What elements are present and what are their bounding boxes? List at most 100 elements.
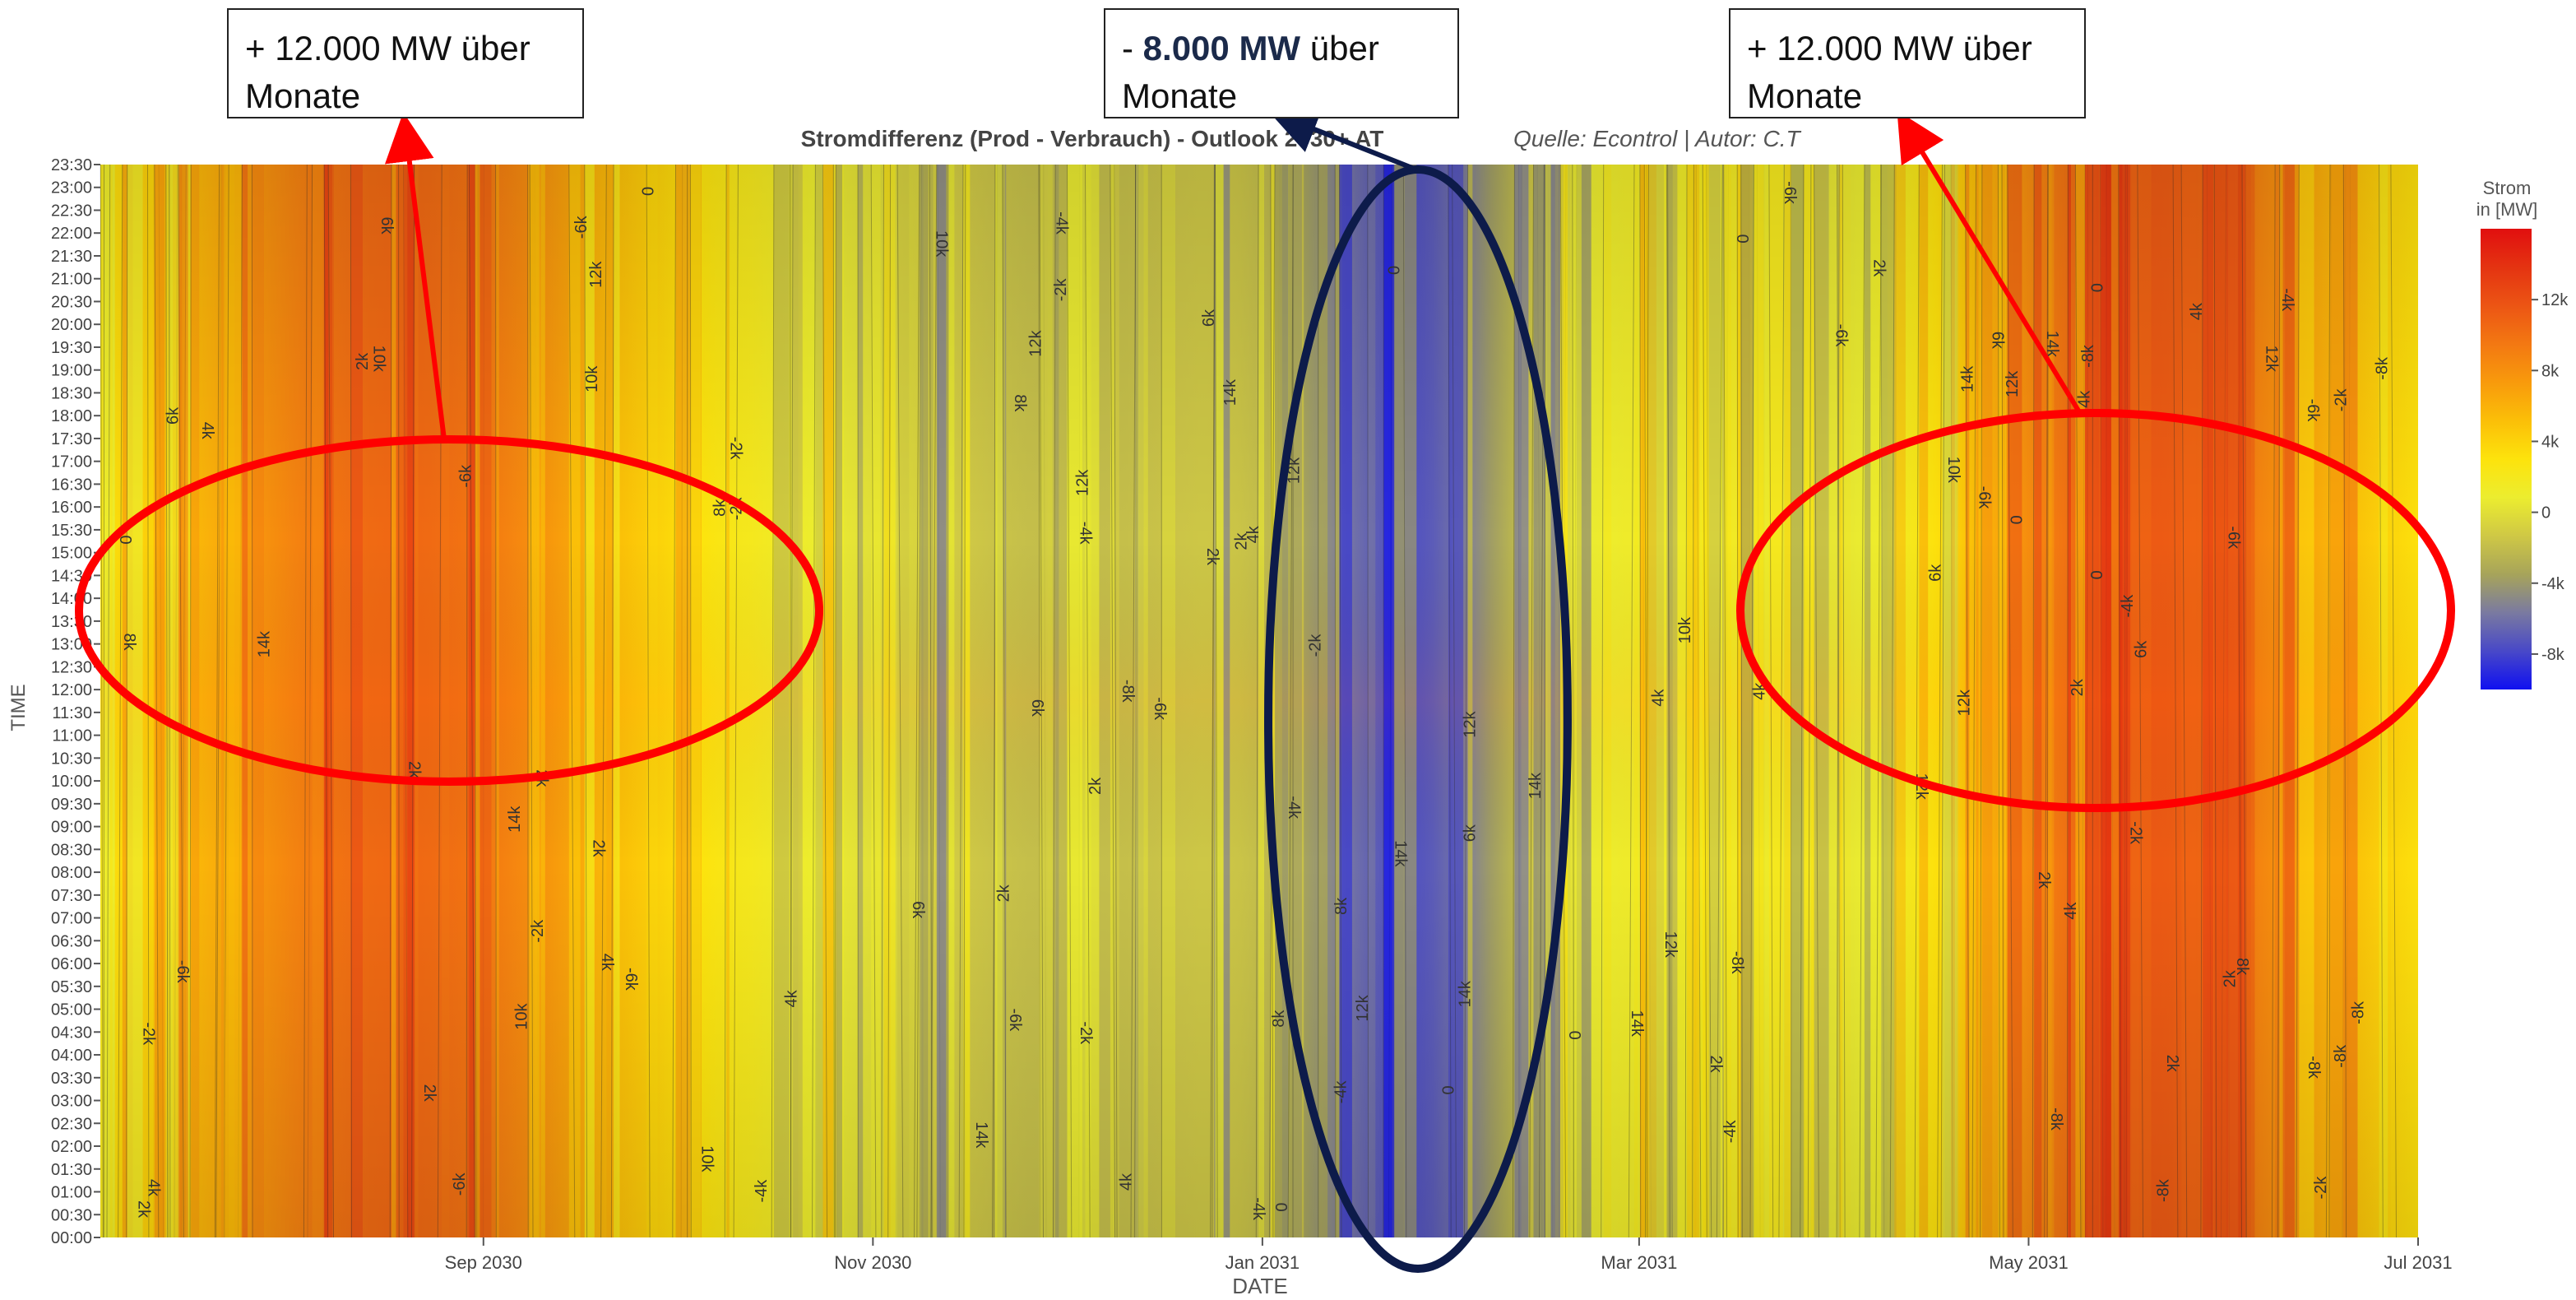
y-tick-label: 07:00	[51, 910, 92, 928]
contour-label: 4k	[144, 1179, 162, 1197]
contour-label: -8k	[2155, 1178, 2173, 1202]
contour-label: -4k	[2278, 288, 2296, 312]
contour-label: -8k	[2332, 1044, 2350, 1068]
contour-label: 6k	[2132, 640, 2150, 658]
contour-label: 2k	[2069, 678, 2087, 696]
contour-label: -8k	[2079, 344, 2097, 368]
contour-label: 12k	[1027, 330, 1045, 357]
colorbar-tick-label: 0	[2541, 504, 2551, 522]
y-tick-label: 20:30	[51, 293, 92, 311]
contour-label: 6k	[1988, 332, 2006, 350]
colorbar-bar	[2481, 229, 2532, 689]
contour-label: 0	[1439, 1085, 1457, 1094]
contour-label: -6k	[622, 968, 640, 991]
contour-label: -6k	[2225, 526, 2243, 550]
contour-label: -6k	[1151, 697, 1169, 721]
contour-label: 10k	[1676, 616, 1694, 643]
x-tick-label: May 2031	[1989, 1252, 2069, 1273]
contour-label: -4k	[1077, 522, 1095, 546]
arrow-summer-2031	[1897, 110, 2083, 416]
arrow-summer-2030	[384, 112, 447, 440]
y-tick-label: 21:30	[51, 248, 92, 266]
y-tick-label: 12:30	[51, 658, 92, 676]
highlight-layer	[75, 106, 2455, 1273]
contour-label: 12k	[1462, 710, 1480, 737]
highlight-ellipse-winter-2031	[1264, 165, 1572, 1273]
annotation-box-summer-2030: + 12.000 MW über Monate	[227, 8, 584, 118]
annotation-box-winter-2031: - 8.000 MW über Monate	[1104, 8, 1459, 118]
annotation-box-summer-2030-line1: + 12.000 MW über	[245, 29, 530, 67]
contour-label: -4k	[753, 1179, 771, 1203]
contour-label: 2k	[420, 1084, 438, 1103]
contour-label: 14k	[972, 1121, 990, 1149]
contour-label: 6k	[378, 217, 396, 235]
contour-label: 0	[116, 536, 134, 545]
contour-label: -8k	[2373, 356, 2391, 380]
y-tick-label: 04:30	[51, 1024, 92, 1042]
y-tick-label: 18:30	[51, 384, 92, 402]
contour-label: 2k	[2035, 871, 2053, 889]
contour-label: 2k	[135, 1200, 153, 1219]
contour-label: 14k	[1391, 840, 1409, 867]
annotation-box-winter-2031-suffix: über	[1309, 29, 1379, 67]
colorbar-title-line2: in [MW]	[2476, 199, 2538, 220]
contour-label: -4k	[2119, 594, 2137, 618]
contour-label: -6k	[1832, 324, 1850, 348]
colorbar-tick-label: -8k	[2541, 646, 2565, 664]
y-tick-label: 11:30	[52, 704, 92, 722]
contour-label: 4k	[782, 989, 800, 1007]
contour-label: 0	[1273, 1203, 1291, 1212]
daytime-overlay	[100, 165, 2418, 1237]
contour-label: 14k	[1628, 1010, 1646, 1038]
y-tick-label: 00:30	[51, 1206, 92, 1224]
plot-area: -6k 2k 4k -4k 0 -8k 0 12k -2k 14k 2k -6k 2k -8k 0 -6k 4k…	[100, 164, 2418, 1238]
contour-label: 6k	[1200, 309, 1218, 327]
contour-label: -2k	[727, 437, 745, 461]
contour-label: 8k	[1332, 897, 1351, 915]
y-tick-label: 00:00	[51, 1229, 92, 1247]
annotation-box-winter-2031-line2: Monate	[1122, 77, 1238, 115]
annotation-box-winter-2031-prefix: -	[1122, 29, 1133, 67]
contour-label: -2k	[529, 919, 547, 943]
y-tick-label: 05:30	[51, 978, 92, 996]
colorbar-tick-label: 4k	[2541, 433, 2560, 451]
contour-label: -2k	[2312, 1176, 2330, 1200]
y-tick-label: 19:00	[51, 362, 92, 380]
y-axis: 00:00 00:30 01:00 01:30 02:00 02:30 03:00 03:30…	[51, 156, 100, 1247]
y-tick-label: 23:00	[51, 179, 92, 197]
highlight-ellipse-summer-2030	[75, 435, 823, 786]
contour-label: -4k	[1285, 796, 1303, 819]
annotation-box-summer-2030-line2: Monate	[245, 77, 361, 115]
contour-label: -6k	[457, 464, 475, 488]
y-tick-label: 16:00	[51, 499, 92, 517]
y-tick-label: 06:30	[51, 932, 92, 950]
annotation-box-winter-2031-value: 8.000 MW	[1142, 29, 1301, 67]
contour-label: 4k	[2076, 390, 2094, 408]
y-tick-label: 11:00	[52, 727, 92, 745]
x-axis-label: DATE	[1232, 1274, 1287, 1298]
y-tick-label: 06:00	[51, 955, 92, 973]
contour-label: 4k	[1118, 1172, 1136, 1191]
y-tick-label: 05:00	[51, 1001, 92, 1019]
contour-label: 2k	[1086, 777, 1105, 795]
contour-label: 2k	[995, 884, 1013, 902]
contour-label: 4k	[198, 422, 216, 440]
contour-label: -8k	[1119, 680, 1137, 703]
contour-label: -8k	[2305, 1056, 2323, 1079]
contour-label: 0	[638, 187, 656, 196]
contour-label: 2k	[1869, 259, 1888, 277]
contour-label: -6k	[2304, 399, 2322, 423]
contour-label: 10k	[933, 230, 951, 258]
contour-label: 12k	[1661, 931, 1679, 959]
contour-label: 12k	[1074, 469, 1092, 496]
contour-label: 12k	[1956, 689, 1974, 716]
contour-label: 4k	[2062, 902, 2080, 920]
contour-label: 6k	[1926, 564, 1944, 582]
annotation-box-summer-2031-line1: + 12.000 MW über	[1747, 29, 2032, 67]
contour-label: 4k	[2188, 302, 2206, 320]
contour-label: 2k	[1203, 548, 1221, 566]
contour-label: 8k	[2233, 958, 2251, 976]
y-axis-label: TIME	[7, 684, 30, 731]
contour-label: 14k	[1221, 378, 1239, 406]
contour-label: -4k	[1332, 1080, 1351, 1104]
